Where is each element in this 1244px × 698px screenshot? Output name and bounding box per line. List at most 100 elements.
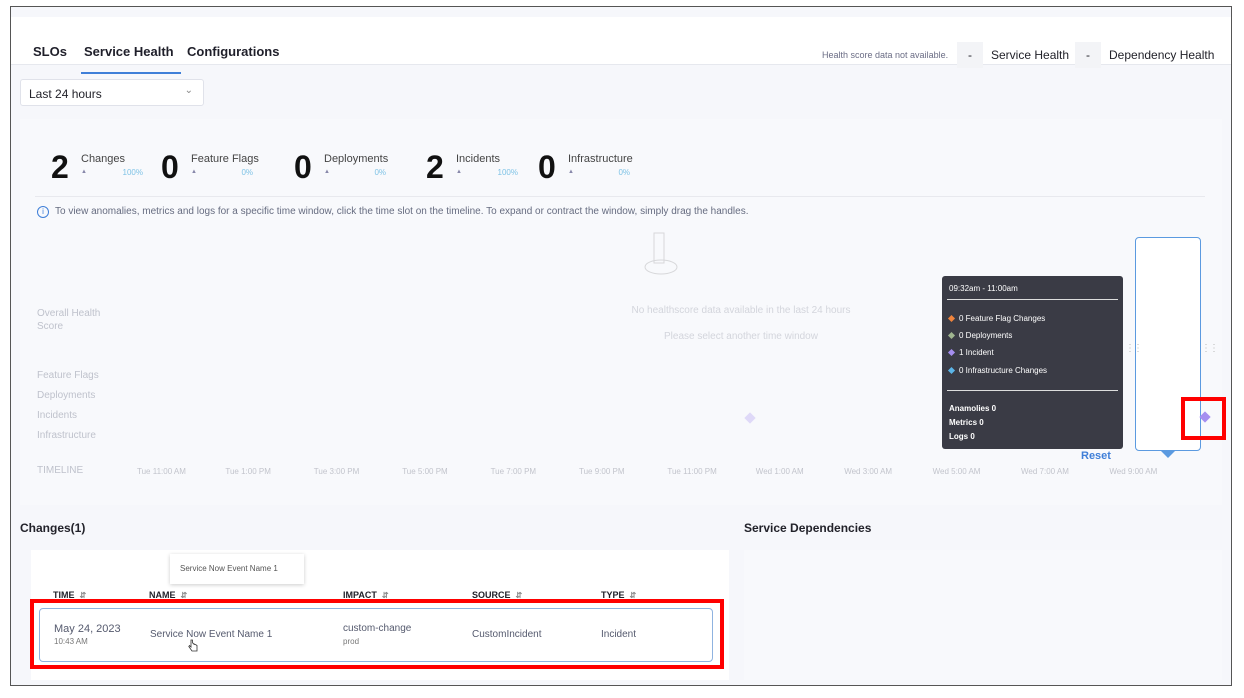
timeline-tick: Wed 5:00 AM — [932, 467, 981, 476]
row-type: Incident — [601, 629, 637, 640]
stat-label: Changes — [81, 153, 126, 165]
stat-percent: 0% — [241, 168, 253, 177]
table-row[interactable]: May 24, 2023 10:43 AM Service Now Event … — [39, 608, 713, 662]
info-text: To view anomalies, metrics and logs for … — [55, 206, 749, 217]
service-dependencies-panel — [744, 550, 1222, 680]
reset-button[interactable]: Reset — [1081, 450, 1111, 462]
column-header-time[interactable]: TIME ⇵ — [53, 590, 87, 600]
tab-service-health[interactable]: Service Health — [81, 44, 181, 74]
dependency-health-label: Dependency Health — [1109, 48, 1215, 62]
feature-flag-icon — [947, 314, 956, 323]
sort-icon: ⇵ — [381, 591, 389, 600]
service-dependencies-title: Service Dependencies — [744, 521, 872, 535]
tooltip-item: 0 Deployments — [947, 331, 1012, 340]
sort-icon: ⇵ — [629, 591, 637, 600]
tooltip-item: 1 Incident — [947, 348, 994, 357]
sort-icon: ⇵ — [79, 591, 87, 600]
sort-icon: ⇵ — [180, 591, 188, 600]
incident-icon — [947, 348, 956, 357]
infrastructure-icon — [947, 366, 956, 375]
column-header-impact[interactable]: IMPACT ⇵ — [343, 590, 389, 600]
timeline-tick: Tue 5:00 PM — [402, 467, 448, 476]
sort-icon: ⇵ — [515, 591, 523, 600]
tooltip-divider — [947, 390, 1118, 391]
changes-title: Changes(1) — [20, 521, 86, 535]
stat-count: 2 — [426, 149, 444, 185]
hand-cursor-icon — [188, 639, 198, 652]
tooltip-divider — [947, 299, 1118, 300]
no-data-illustration — [636, 225, 686, 280]
service-health-label: Service Health — [991, 48, 1070, 62]
dependency-health-score: - — [1075, 42, 1101, 68]
timeline-tick: Wed 9:00 AM — [1109, 467, 1158, 476]
stat-count: 0 — [538, 149, 556, 185]
column-header-type[interactable]: TYPE ⇵ — [601, 590, 637, 600]
row-time: 10:43 AM — [54, 637, 88, 646]
timeline-tick: Tue 3:00 PM — [313, 467, 360, 476]
deployment-icon — [947, 331, 956, 340]
timeline-tick: Wed 1:00 AM — [755, 467, 804, 476]
stat-percent: 0% — [374, 168, 386, 177]
arrow-up-icon: ▲ — [456, 169, 462, 175]
arrow-up-icon: ▲ — [191, 169, 197, 175]
app-window: SLOs Service Health Configurations Healt… — [10, 6, 1232, 686]
no-data-message: No healthscore data available in the las… — [631, 305, 851, 316]
stat-label: Incidents — [456, 153, 501, 165]
row-date: May 24, 2023 — [54, 623, 121, 635]
tab-slos[interactable]: SLOs — [33, 44, 67, 59]
timeline-tooltip: 09:32am - 11:00am 0 Feature Flag Changes… — [942, 276, 1123, 449]
timeline-tick: Wed 3:00 AM — [844, 467, 893, 476]
row-source: CustomIncident — [472, 629, 542, 640]
changes-table: TIME ⇵ NAME ⇵ IMPACT ⇵ SOURCE ⇵ TYPE ⇵ May 24… — [31, 550, 729, 680]
stat-percent: 100% — [122, 168, 143, 177]
highlight-box-marker — [1181, 397, 1226, 440]
health-note: Health score data not available. — [822, 50, 949, 60]
no-data-hint: Please select another time window — [664, 331, 818, 342]
time-range-dropdown[interactable]: Last 24 hours ⌄ — [20, 79, 204, 106]
tooltip-range: 09:32am - 11:00am — [949, 284, 1018, 293]
arrow-up-icon: ▲ — [81, 169, 87, 175]
highlight-box-row — [30, 599, 724, 669]
right-drag-handle[interactable]: ⋮⋮ — [1201, 343, 1219, 354]
tooltip-metrics: Metrics 0 — [949, 418, 984, 427]
row-name[interactable]: Service Now Event Name 1 — [150, 629, 273, 640]
column-header-source[interactable]: SOURCE ⇵ — [472, 590, 523, 600]
timeline-tick: Wed 7:00 AM — [1021, 467, 1069, 476]
time-window-selector[interactable] — [1135, 237, 1201, 458]
stat-label: Deployments — [324, 153, 389, 165]
chevron-down-icon: ⌄ — [184, 85, 193, 96]
row-label-deployments: Deployments — [37, 390, 96, 401]
timeline-axis-label: TIMELINE — [37, 465, 84, 476]
arrow-up-icon: ▲ — [568, 169, 574, 175]
tooltip-logs: Logs 0 — [949, 432, 975, 441]
name-tooltip: Service Now Event Name 1 — [170, 554, 304, 584]
tab-configurations[interactable]: Configurations — [187, 44, 280, 59]
stat-count: 0 — [294, 149, 312, 185]
row-label-incidents: Incidents — [37, 410, 78, 421]
row-impact: custom-change — [343, 623, 412, 634]
timeline-tick: Tue 11:00 AM — [137, 467, 186, 476]
row-label-health-score: Overall Health Score — [37, 308, 101, 332]
service-health-score: - — [957, 42, 983, 68]
tooltip-anomalies: Anamolies 0 — [949, 404, 997, 413]
time-range-value: Last 24 hours — [29, 87, 102, 101]
row-label-feature-flags: Feature Flags — [37, 370, 99, 381]
column-header-name[interactable]: NAME ⇵ — [149, 590, 188, 600]
timeline-tick: Tue 7:00 PM — [490, 467, 537, 476]
stat-label: Feature Flags — [191, 153, 259, 165]
stat-label: Infrastructure — [568, 153, 633, 165]
timeline-tick: Tue 1:00 PM — [225, 467, 271, 476]
divider — [35, 196, 1205, 197]
stat-count: 2 — [51, 149, 69, 185]
tooltip-item: 0 Feature Flag Changes — [947, 314, 1045, 323]
info-icon: i — [37, 206, 49, 218]
window-pointer — [1161, 451, 1175, 458]
stat-count: 0 — [161, 149, 179, 185]
timeline-tick: Tue 9:00 PM — [579, 467, 625, 476]
row-label-infrastructure: Infrastructure — [37, 430, 96, 441]
header: SLOs Service Health Configurations Healt… — [11, 17, 1231, 74]
stat-percent: 100% — [497, 168, 518, 177]
arrow-up-icon: ▲ — [324, 169, 330, 175]
left-drag-handle[interactable]: ⋮⋮ — [1125, 343, 1143, 354]
info-message: i To view anomalies, metrics and logs for… — [37, 206, 748, 218]
